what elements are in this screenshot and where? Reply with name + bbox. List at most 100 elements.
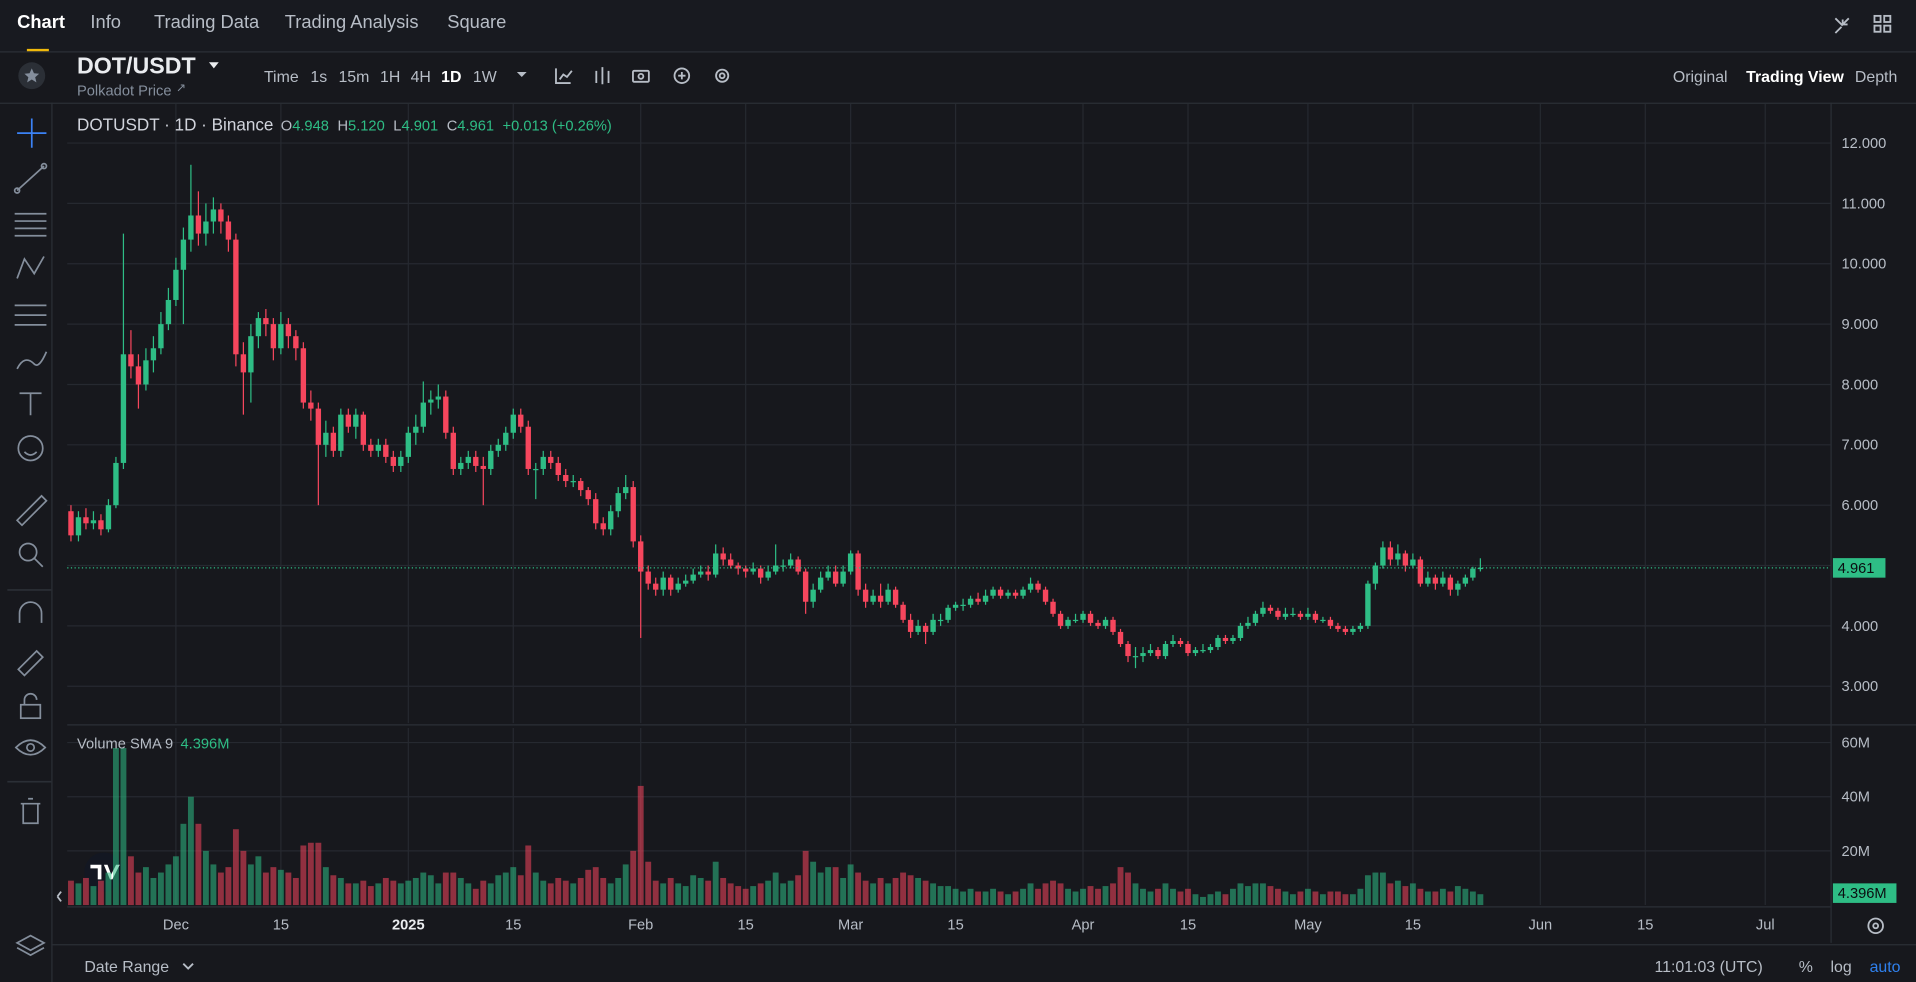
pair-title[interactable]: DOT/USDT	[76, 53, 196, 80]
volume-bar	[1185, 888, 1191, 906]
volume-bar	[637, 785, 644, 906]
interval[interactable]: 4H	[410, 67, 431, 86]
volume-bar	[1222, 894, 1229, 906]
pair-subtitle[interactable]: Polkadot Price	[76, 81, 172, 99]
candle-body	[1470, 568, 1476, 578]
volume-bar	[532, 872, 539, 906]
candle-body	[375, 444, 382, 451]
volume-bar	[510, 867, 517, 906]
volume-bar	[1342, 894, 1349, 906]
volume-bar	[487, 883, 494, 906]
view-option[interactable]: Trading View	[1746, 67, 1844, 86]
volume-bar	[315, 842, 322, 906]
volume-bar	[967, 888, 974, 906]
interval[interactable]: 15m	[338, 67, 370, 86]
candle-body	[623, 487, 629, 494]
volume-bar	[83, 877, 89, 906]
volume-bar	[697, 877, 704, 906]
volume-bar	[982, 891, 989, 906]
candle-body	[420, 402, 426, 427]
volume-bar	[427, 875, 434, 906]
interval[interactable]: 1H	[380, 67, 401, 86]
nav-tab[interactable]: Info	[90, 12, 122, 33]
sma-box	[1832, 883, 1897, 903]
date-range[interactable]: Date Range	[84, 957, 170, 976]
candle-body	[727, 559, 734, 566]
candle-body	[548, 456, 554, 463]
volume-bar	[150, 877, 157, 906]
candle-body	[128, 354, 134, 367]
volume-bar	[1207, 894, 1214, 906]
nav-tab[interactable]: Trading Data	[153, 12, 260, 33]
volume-bar	[390, 880, 397, 906]
interval[interactable]: Time	[263, 67, 299, 86]
volume-bar	[412, 877, 419, 906]
nav-tab[interactable]: Square	[447, 12, 507, 33]
candle-body	[615, 493, 621, 512]
legend-label: H	[337, 117, 349, 135]
volume-tick-label: 40M	[1841, 790, 1869, 806]
candle-body	[982, 595, 989, 602]
candle-body	[1402, 553, 1409, 566]
candle-body	[240, 354, 247, 373]
volume-bar	[787, 880, 794, 906]
candle-body	[75, 517, 82, 536]
interval[interactable]: 1s	[310, 67, 328, 86]
volume-bar	[675, 883, 682, 906]
log-toggle[interactable]: log	[1830, 957, 1852, 976]
legend-value: 5.120	[348, 117, 385, 135]
volume-title: Volume SMA 9	[76, 735, 174, 753]
volume-bar	[525, 845, 532, 906]
candle-body	[990, 589, 996, 596]
volume-bar	[960, 891, 967, 906]
volume-bars	[68, 747, 1484, 906]
volume-bar	[180, 823, 187, 906]
x-tick-label: Dec	[163, 917, 189, 933]
volume-bar	[1020, 888, 1026, 906]
candle-body	[817, 577, 824, 590]
volume-bar	[1477, 894, 1484, 906]
interval[interactable]: 1W	[472, 67, 497, 86]
volume-bar	[540, 880, 547, 906]
nav-tab[interactable]: Chart	[17, 12, 65, 33]
percent-toggle[interactable]: %	[1798, 957, 1813, 976]
candle-body	[930, 619, 936, 632]
candle-body	[653, 583, 659, 590]
volume-bar	[435, 883, 442, 906]
auto-toggle[interactable]: auto	[1869, 957, 1901, 976]
candles	[68, 164, 1484, 669]
volume-bar	[210, 864, 217, 906]
interval[interactable]: 1D	[441, 67, 462, 86]
volume-bar	[405, 880, 412, 906]
volume-bar	[292, 877, 299, 906]
volume-bar	[1027, 883, 1034, 906]
volume-bar	[345, 883, 352, 906]
candle-body	[757, 568, 764, 578]
candle-body	[630, 487, 636, 542]
view-option[interactable]: Original	[1672, 67, 1728, 86]
volume-bar	[735, 886, 742, 906]
volume-bar	[840, 877, 847, 906]
y-tick-label: 9.000	[1841, 317, 1878, 333]
candle-body	[967, 598, 974, 605]
nav-tab[interactable]: Trading Analysis	[284, 12, 419, 33]
view-option[interactable]: Depth	[1854, 67, 1898, 86]
volume-bar	[1334, 891, 1341, 906]
candle-body	[1432, 577, 1439, 584]
candle-body	[1050, 601, 1056, 614]
candle-body	[765, 571, 771, 578]
candle-body	[1477, 567, 1484, 570]
legend-value: 4.961	[457, 117, 495, 135]
candle-body	[915, 625, 921, 632]
candle-body	[1132, 656, 1139, 658]
volume-bar	[907, 875, 914, 906]
candle-body	[233, 239, 239, 355]
volume-bar	[720, 877, 727, 906]
candle-body	[1417, 559, 1424, 584]
candle-body	[1072, 619, 1079, 622]
candle-body	[683, 580, 689, 584]
volume-bar	[1275, 888, 1281, 906]
volume-bar	[262, 872, 269, 906]
candle-body	[188, 215, 194, 240]
volume-bar	[1005, 894, 1011, 906]
